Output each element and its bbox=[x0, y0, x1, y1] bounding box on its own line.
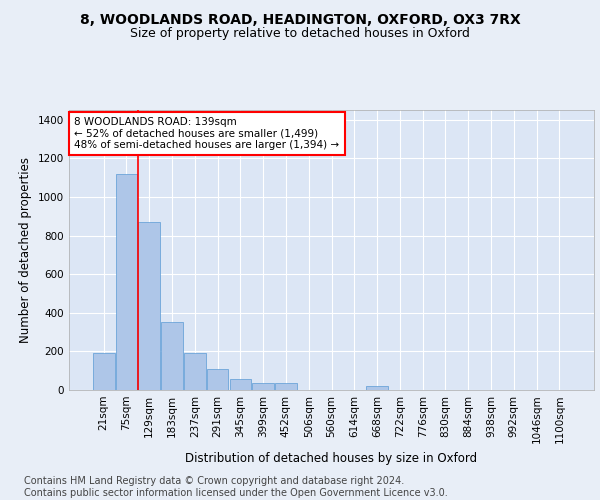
Bar bbox=[161, 322, 183, 390]
Bar bbox=[207, 369, 229, 390]
Bar bbox=[93, 354, 115, 390]
Text: 8 WOODLANDS ROAD: 139sqm
← 52% of detached houses are smaller (1,499)
48% of sem: 8 WOODLANDS ROAD: 139sqm ← 52% of detach… bbox=[74, 117, 340, 150]
Text: Size of property relative to detached houses in Oxford: Size of property relative to detached ho… bbox=[130, 28, 470, 40]
Text: Contains HM Land Registry data © Crown copyright and database right 2024.
Contai: Contains HM Land Registry data © Crown c… bbox=[24, 476, 448, 498]
Bar bbox=[184, 354, 206, 390]
Bar bbox=[230, 380, 251, 390]
Bar bbox=[139, 222, 160, 390]
X-axis label: Distribution of detached houses by size in Oxford: Distribution of detached houses by size … bbox=[185, 452, 478, 465]
Bar bbox=[366, 386, 388, 390]
Y-axis label: Number of detached properties: Number of detached properties bbox=[19, 157, 32, 343]
Text: 8, WOODLANDS ROAD, HEADINGTON, OXFORD, OX3 7RX: 8, WOODLANDS ROAD, HEADINGTON, OXFORD, O… bbox=[80, 12, 520, 26]
Bar bbox=[253, 383, 274, 390]
Bar bbox=[275, 383, 297, 390]
Bar bbox=[116, 174, 137, 390]
